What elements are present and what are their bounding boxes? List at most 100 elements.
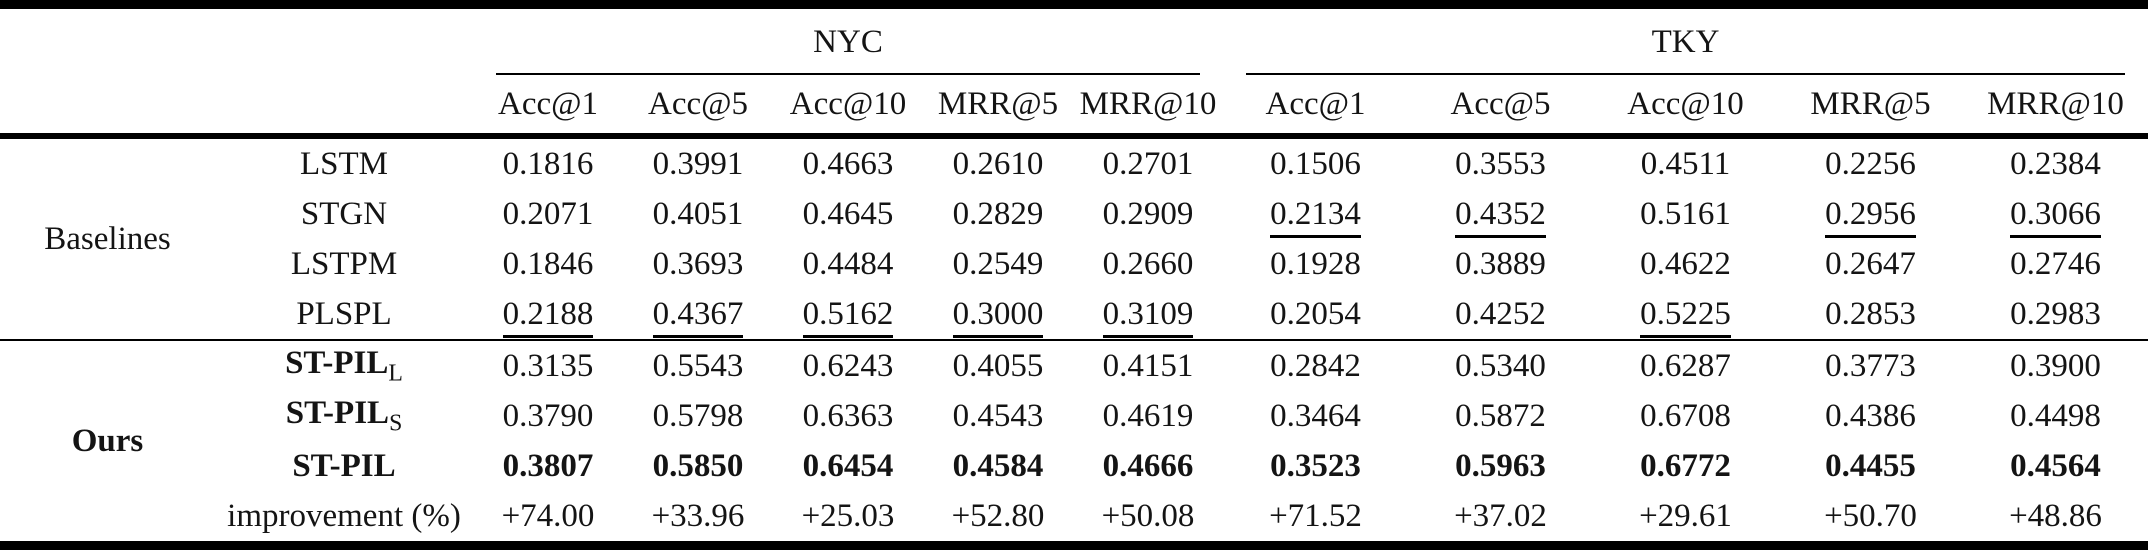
group-cell: Baselines	[0, 136, 215, 341]
metric-value: 0.6243	[802, 347, 894, 384]
metric-value-cell: 0.2610	[923, 136, 1073, 189]
table-row: STGN 0.2071 0.4051 0.4645 0.2829 0.2909 0.2134…	[0, 189, 2148, 239]
metric-value-cell: 0.5850	[623, 441, 773, 491]
metric-value: 0.5872	[1455, 397, 1546, 434]
metric-value-cell: 0.4151	[1073, 340, 1223, 391]
metric-value: 0.2384	[2010, 145, 2101, 182]
metric-value-cell: 0.4666	[1073, 441, 1223, 491]
metric-value: +29.61	[1639, 497, 1732, 534]
metric-value: +52.80	[951, 497, 1045, 534]
metric-value: +48.86	[2009, 497, 2102, 534]
metric-value-cell: 0.2054	[1223, 289, 1408, 341]
metric-value: 0.4455	[1825, 447, 1916, 484]
model-name: ST-PIL	[292, 447, 396, 484]
model-cell: STGN	[215, 189, 473, 239]
metric-value-cell: 0.4645	[773, 189, 923, 239]
metric-value-cell: 0.6363	[773, 391, 923, 441]
metric-value-cell: 0.4619	[1073, 391, 1223, 441]
metric-value-cell: 0.2134	[1223, 189, 1408, 239]
model-name: STGN	[300, 195, 388, 232]
metric-header-tky-mrr10: MRR@10	[1963, 75, 2148, 139]
metric-value-cell: 0.6243	[773, 340, 923, 391]
metric-value-cell: +52.80	[923, 491, 1073, 546]
metric-value-cell: 0.4386	[1778, 391, 1963, 441]
dataset-header-row: NYC TKY	[0, 4, 2148, 75]
metric-value-cell: 0.1506	[1223, 136, 1408, 189]
metric-value: 0.3109	[1102, 295, 1194, 338]
metric-value-cell: 0.2188	[473, 289, 623, 341]
metric-value: 0.3553	[1455, 145, 1546, 182]
model-cell: improvement (%)	[215, 491, 473, 546]
metric-value-cell: 0.4511	[1593, 136, 1778, 189]
metric-value: 0.2054	[1270, 295, 1361, 332]
dataset-header-nyc: NYC	[473, 4, 1223, 75]
model-cell: LSTM	[215, 136, 473, 189]
metric-value: 0.1506	[1270, 145, 1361, 182]
metric-value-cell: 0.3790	[473, 391, 623, 441]
model-cell: LSTPM	[215, 239, 473, 289]
metric-value: 0.2071	[502, 195, 594, 232]
metric-value: +74.00	[501, 497, 595, 534]
model-name: LSTPM	[290, 245, 398, 282]
metric-value: 0.2853	[1825, 295, 1916, 332]
group-label: Baselines	[44, 220, 171, 257]
metric-value: 0.1928	[1270, 245, 1361, 282]
metric-value: 0.4252	[1455, 295, 1546, 332]
metric-value: +71.52	[1269, 497, 1362, 534]
metric-value-cell: +74.00	[473, 491, 623, 546]
metric-value: 0.3807	[502, 447, 594, 484]
metric-value: 0.2701	[1102, 145, 1194, 182]
metric-value: 0.4622	[1640, 245, 1731, 282]
metric-value-cell: 0.2853	[1778, 289, 1963, 341]
metric-value-cell: 0.2256	[1778, 136, 1963, 189]
metric-value: 0.4584	[952, 447, 1044, 484]
metric-value-cell: 0.2384	[1963, 136, 2148, 189]
metric-value-cell: 0.5225	[1593, 289, 1778, 341]
metric-value-cell: 0.6454	[773, 441, 923, 491]
metric-value: 0.4498	[2010, 397, 2101, 434]
metric-value-cell: 0.4455	[1778, 441, 1963, 491]
metric-value-cell: 0.2842	[1223, 340, 1408, 391]
group-label: Ours	[71, 422, 144, 459]
metric-value: 0.2134	[1270, 195, 1361, 238]
metric-value: 0.5162	[802, 295, 894, 338]
metric-value: 0.4619	[1102, 397, 1194, 434]
metric-value-cell: 0.5162	[773, 289, 923, 341]
table-row: PLSPL 0.2188 0.4367 0.5162 0.3000 0.3109 0.205…	[0, 289, 2148, 341]
model-name-subscript: L	[388, 360, 403, 387]
metric-value-cell: 0.2071	[473, 189, 623, 239]
metric-value-cell: 0.4663	[773, 136, 923, 189]
metric-value: 0.4055	[952, 347, 1044, 384]
metric-value-cell: 0.2956	[1778, 189, 1963, 239]
metric-value-cell: +29.61	[1593, 491, 1778, 546]
metric-value-cell: 0.3889	[1408, 239, 1593, 289]
metric-value-cell: 0.5161	[1593, 189, 1778, 239]
dataset-label-nyc: NYC	[813, 23, 883, 60]
metric-value-cell: 0.3693	[623, 239, 773, 289]
metric-value-cell: +33.96	[623, 491, 773, 546]
metric-value: 0.4386	[1825, 397, 1916, 434]
metric-value: 0.4484	[802, 245, 894, 282]
metric-header-tky-acc5: Acc@5	[1408, 75, 1593, 139]
metric-value-cell: 0.3109	[1073, 289, 1223, 341]
metric-value-cell: 0.2983	[1963, 289, 2148, 341]
metric-value: 0.2188	[502, 295, 594, 338]
metric-value-cell: 0.4055	[923, 340, 1073, 391]
metric-value: 0.5850	[652, 447, 744, 484]
metric-value: 0.2610	[952, 145, 1044, 182]
metric-header-nyc-acc5: Acc@5	[623, 75, 773, 139]
model-name: ST-PIL	[285, 394, 390, 431]
metric-value-cell: 0.4252	[1408, 289, 1593, 341]
model-name-subscript: S	[389, 410, 403, 437]
metric-value-cell: 0.4352	[1408, 189, 1593, 239]
model-name: LSTM	[299, 145, 388, 182]
model-cell: PLSPL	[215, 289, 473, 341]
metric-value: 0.2829	[952, 195, 1044, 232]
metric-value: 0.6363	[802, 397, 894, 434]
metric-value-cell: 0.3773	[1778, 340, 1963, 391]
table-row: ST-PILS 0.3790 0.5798 0.6363 0.4543 0.4619 0.3…	[0, 391, 2148, 441]
metric-value: 0.4051	[652, 195, 744, 232]
table-row: ST-PIL 0.3807 0.5850 0.6454 0.4584 0.4666 0.35…	[0, 441, 2148, 491]
metric-value-cell: +71.52	[1223, 491, 1408, 546]
metric-value: 0.4666	[1102, 447, 1194, 484]
